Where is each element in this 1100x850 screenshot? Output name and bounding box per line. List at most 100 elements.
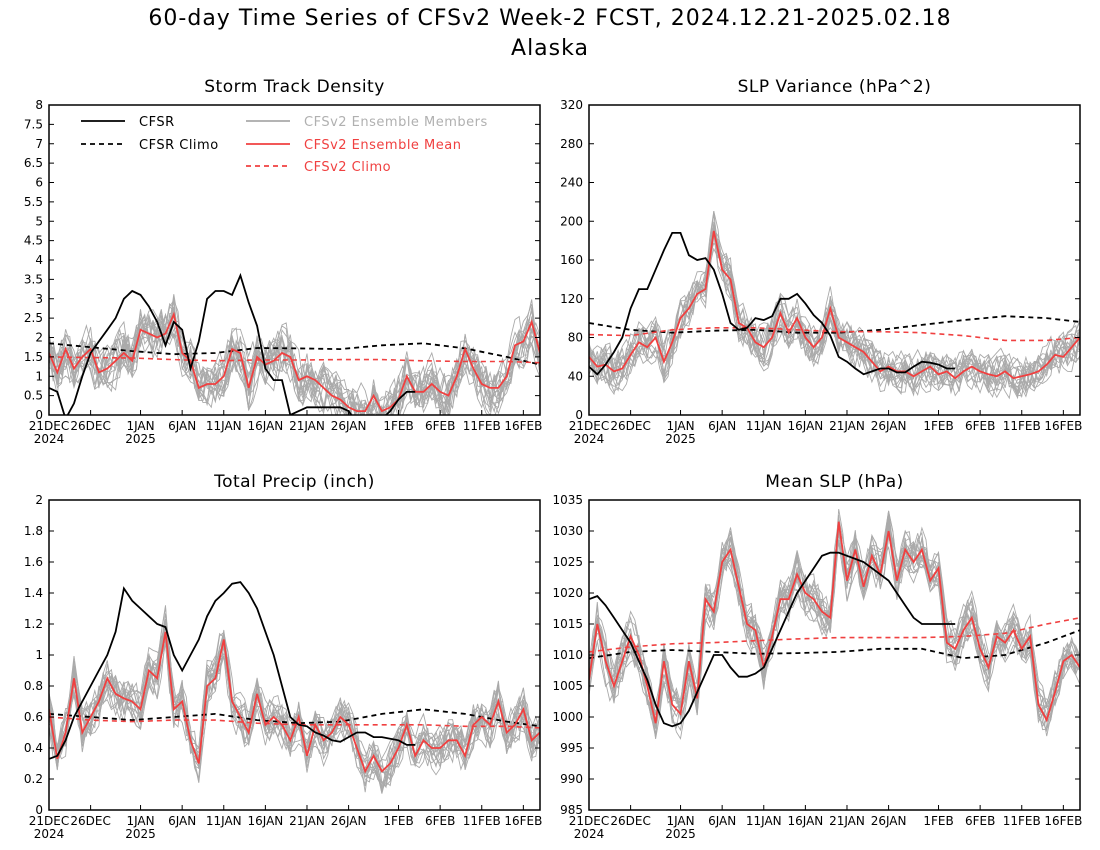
x-year-label: 2025 <box>125 432 156 446</box>
cfsv2-climo-line <box>49 716 540 729</box>
y-tick-label: 0 <box>35 803 43 817</box>
y-tick-label: 80 <box>568 331 583 345</box>
x-axis: 21DEC 26DEC 1JAN 6JAN 11JAN 16JAN 21JAN 26JAN 1F… <box>29 805 542 841</box>
y-tick-label: 0.6 <box>24 710 43 724</box>
y-tick-label: 1.2 <box>24 617 43 631</box>
legend: CFSR CFSR Climo CFSv2 Ensemble Members CFSv… <box>81 115 487 175</box>
y-tick-label: 1030 <box>552 524 583 538</box>
y-tick-label: 5.5 <box>24 195 43 209</box>
ensemble-member-line <box>589 520 1080 729</box>
panel-title: Mean SLP (hPa) <box>765 472 904 492</box>
x-tick-label: 26DEC <box>70 814 110 828</box>
ensemble-member-line <box>49 629 540 782</box>
y-tick-label: 280 <box>560 137 583 151</box>
ensemble-member-line <box>49 305 540 415</box>
x-tick-label: 1JAN <box>666 814 694 828</box>
panel-title: SLP Variance (hPa^2) <box>738 77 932 97</box>
main-subtitle: Alaska <box>511 36 589 61</box>
x-tick-label: 11JAN <box>206 814 242 828</box>
x-tick-label: 11JAN <box>746 419 782 433</box>
y-tick-label: 4.5 <box>24 234 43 248</box>
legend-label-cfsr: CFSR <box>139 115 175 130</box>
y-tick-label: 40 <box>568 369 583 383</box>
y-tick-label: 0.8 <box>24 679 43 693</box>
x-tick-label: 16FEB <box>1044 419 1082 433</box>
x-tick-label: 6JAN <box>708 419 736 433</box>
x-tick-label: 21JAN <box>289 814 325 828</box>
x-tick-label: 21DEC <box>29 814 69 828</box>
x-tick-label: 1FEB <box>923 814 953 828</box>
plot-area <box>589 509 1080 740</box>
y-tick-label: 8 <box>35 98 43 112</box>
panel-3: Total Precip (inch) 0 0.2 0.4 0.6 0.8 1 1.2 1.4 1… <box>24 472 542 841</box>
x-tick-label: 26JAN <box>871 419 907 433</box>
legend-label-cfsv2-climo: CFSv2 Climo <box>304 160 391 175</box>
x-tick-label: 16JAN <box>787 419 823 433</box>
x-axis: 21DEC 26DEC 1JAN 6JAN 11JAN 16JAN 21JAN 26JAN 1F… <box>569 805 1082 841</box>
x-tick-label: 11FEB <box>1003 814 1041 828</box>
y-tick-label: 1035 <box>552 493 583 507</box>
legend-label-cfsr-climo: CFSR Climo <box>139 138 219 153</box>
x-year-label: 2025 <box>125 827 156 841</box>
ens-mean-line <box>589 521 1080 724</box>
x-tick-label: 21JAN <box>829 814 865 828</box>
y-tick-label: 3.5 <box>24 272 43 286</box>
plot-area <box>589 210 1080 400</box>
y-tick-label: 990 <box>560 772 583 786</box>
x-tick-label: 11JAN <box>746 814 782 828</box>
x-tick-label: 6FEB <box>425 419 455 433</box>
y-tick-label: 1000 <box>552 710 583 724</box>
y-tick-label: 6 <box>35 176 43 190</box>
x-tick-label: 21DEC <box>569 419 609 433</box>
panel-4: Mean SLP (hPa) 985 990 995 1000 1005 1010 1015 1… <box>552 472 1082 841</box>
x-axis: 21DEC 26DEC 1JAN 6JAN 11JAN 16JAN 21JAN 26JAN 1F… <box>569 410 1082 446</box>
x-tick-label: 1FEB <box>383 419 413 433</box>
x-tick-label: 16JAN <box>247 419 283 433</box>
x-tick-label: 6JAN <box>168 814 196 828</box>
x-tick-label: 21JAN <box>829 419 865 433</box>
y-tick-label: 7.5 <box>24 117 43 131</box>
x-tick-label: 16FEB <box>504 419 542 433</box>
cfsr-line <box>589 231 956 376</box>
y-tick-label: 4 <box>35 253 43 267</box>
y-tick-label: 2.5 <box>24 311 43 325</box>
x-tick-label: 16JAN <box>247 814 283 828</box>
ensemble-member-line <box>49 613 540 794</box>
panel-1: Storm Track Density 0 0.5 1 1.5 2 2.5 3 3.5 4 4.5 5… <box>24 77 542 446</box>
x-tick-label: 1JAN <box>666 419 694 433</box>
x-tick-label: 26DEC <box>70 419 110 433</box>
ensemble-member-line <box>49 311 540 415</box>
x-tick-label: 11JAN <box>206 419 242 433</box>
y-tick-label: 985 <box>560 803 583 817</box>
y-tick-label: 120 <box>560 292 583 306</box>
y-tick-label: 0.2 <box>24 772 43 786</box>
y-tick-label: 1020 <box>552 586 583 600</box>
x-tick-label: 21DEC <box>569 814 609 828</box>
y-tick-label: 0 <box>575 408 583 422</box>
y-tick-label: 1.6 <box>24 555 43 569</box>
ensemble-member-line <box>49 620 540 789</box>
y-tick-label: 200 <box>560 214 583 228</box>
y-tick-label: 1.5 <box>24 350 43 364</box>
y-tick-label: 1.8 <box>24 524 43 538</box>
legend-label-ens-mean: CFSv2 Ensemble Mean <box>304 138 461 153</box>
x-axis: 21DEC 26DEC 1JAN 6JAN 11JAN 16JAN 21JAN 26JAN 1F… <box>29 410 542 446</box>
y-tick-label: 2 <box>35 493 43 507</box>
y-tick-label: 6.5 <box>24 156 43 170</box>
y-tick-label: 160 <box>560 253 583 267</box>
ens-mean-line <box>589 230 1080 380</box>
x-tick-label: 6FEB <box>965 419 995 433</box>
y-tick-label: 1 <box>35 369 43 383</box>
y-axis: 0 40 80 120 160 200 240 280 320 <box>560 98 1080 422</box>
x-year-label: 2024 <box>34 432 65 446</box>
cfsv2-climo-line <box>589 617 1080 653</box>
x-tick-label: 1JAN <box>126 814 154 828</box>
ensemble-member-line <box>49 319 540 415</box>
y-tick-label: 1005 <box>552 679 583 693</box>
y-tick-label: 1015 <box>552 617 583 631</box>
ensemble-member-line <box>49 632 540 781</box>
y-tick-label: 995 <box>560 741 583 755</box>
y-tick-label: 1025 <box>552 555 583 569</box>
x-tick-label: 26JAN <box>331 419 367 433</box>
